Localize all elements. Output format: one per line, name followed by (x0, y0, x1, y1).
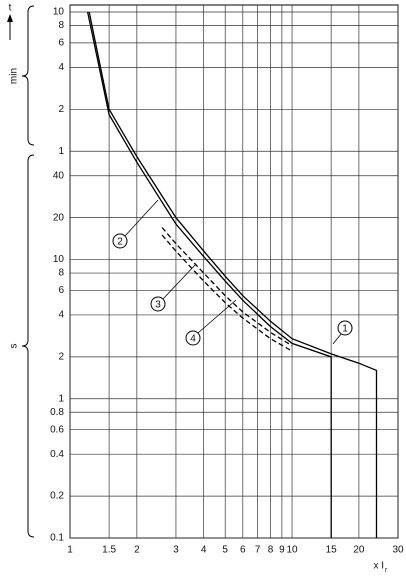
y-tick-label: 6 (58, 38, 64, 49)
y-tick-label: 1 (58, 393, 64, 404)
y-tick-label: 6 (58, 285, 64, 296)
y-tick-label: 8 (58, 268, 64, 279)
callout-label: 3 (155, 300, 161, 311)
y-tick-label: 8 (58, 20, 64, 31)
y-unit-min: min (9, 68, 20, 84)
x-tick-label: 10 (286, 545, 298, 556)
x-tick-label: 8 (268, 545, 274, 556)
leader-line (162, 263, 197, 300)
curve (161, 234, 293, 352)
leader-line (197, 299, 237, 334)
plot-frame (69, 4, 399, 539)
y-tick-label: 2 (58, 104, 64, 115)
y-tick-label: 4 (58, 62, 64, 73)
y-tick-label: 40 (53, 170, 65, 181)
curve (86, 11, 332, 538)
y-tick-label: 20 (53, 212, 65, 223)
y-tick-label: 10 (53, 254, 65, 265)
brace-s (21, 154, 35, 538)
y-tick-label: 0.2 (50, 491, 64, 502)
callout-label: 1 (342, 324, 348, 335)
y-tick-label: 0.6 (50, 424, 64, 435)
callout-circle (337, 320, 353, 336)
brace-min (21, 5, 35, 146)
callout-label: 4 (190, 334, 196, 345)
x-tick-label: 15 (326, 545, 338, 556)
x-axis-label: x I (373, 561, 384, 572)
x-tick-label: 5 (222, 545, 228, 556)
leader-line (124, 199, 159, 237)
y-tick-label: 10 (53, 7, 65, 18)
y-axis-label: t (9, 3, 12, 14)
curve (88, 11, 378, 538)
x-tick-label: 4 (201, 545, 207, 556)
x-tick-label: 1 (67, 545, 73, 556)
x-tick-label: 9 (279, 545, 285, 556)
y-tick-label: 2 (58, 352, 64, 363)
x-tick-label: 7 (255, 545, 261, 556)
y-arrowhead (7, 14, 13, 22)
x-tick-label: 6 (240, 545, 246, 556)
y-tick-label: 1 (58, 146, 64, 157)
callout-circle (185, 330, 201, 346)
x-tick-label: 20 (353, 545, 365, 556)
y-unit-s: s (9, 344, 20, 349)
callout-circle (112, 233, 128, 249)
x-tick-label: 3 (173, 545, 179, 556)
callout-label: 2 (117, 237, 123, 248)
x-tick-label: 2 (134, 545, 140, 556)
x-tick-label: 30 (392, 545, 404, 556)
x-tick-label: 1.5 (102, 545, 116, 556)
y-tick-label: 0.8 (50, 407, 64, 418)
callout-circle (150, 296, 166, 312)
y-tick-label: 4 (58, 310, 64, 321)
y-tick-label: 0.4 (50, 449, 64, 460)
curve (161, 227, 293, 347)
y-tick-label: 0.1 (50, 533, 64, 544)
x-axis-label-sub: r (385, 567, 388, 574)
